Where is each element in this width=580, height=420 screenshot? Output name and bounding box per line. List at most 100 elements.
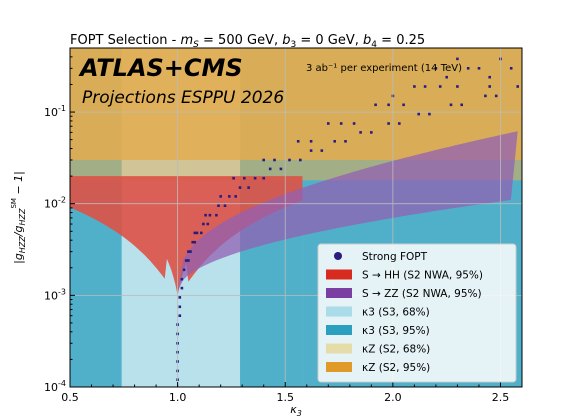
fopt-point-15 xyxy=(191,240,194,244)
y-tick-label-2: 10-2 xyxy=(44,196,66,211)
fopt-point-70 xyxy=(423,85,427,88)
fopt-point-23 xyxy=(268,167,272,171)
fopt-point-79 xyxy=(488,85,491,88)
fopt-point-48 xyxy=(398,122,401,125)
legend-label-0: Strong FOPT xyxy=(362,251,428,263)
fopt-point-10 xyxy=(180,286,184,290)
legend-swatch-2 xyxy=(326,288,352,298)
fopt-point-13 xyxy=(184,259,188,262)
y-tick-label-0: 10-4 xyxy=(44,379,66,394)
fopt-point-78 xyxy=(434,67,438,70)
x-tick-label-1: 1.0 xyxy=(169,391,187,404)
legend: Strong FOPT S → HH (S2 NWA, 95%) S → ZZ (S… xyxy=(317,243,517,383)
fopt-point-50 xyxy=(460,103,463,107)
legend-swatch-4 xyxy=(326,325,352,335)
legend-label-1: S → HH (S2 NWA, 95%) xyxy=(362,270,483,282)
fopt-point-36 xyxy=(200,231,203,235)
fopt-point-46 xyxy=(344,140,347,143)
y-tick-label-3: 10-1 xyxy=(44,104,66,119)
fopt-point-73 xyxy=(445,75,448,79)
legend-swatch-5 xyxy=(326,343,352,354)
fopt-point-55 xyxy=(243,176,246,180)
fopt-point-7 xyxy=(178,314,182,317)
legend-label-3: κ3 (S3, 68%) xyxy=(362,307,430,319)
fopt-point-11 xyxy=(180,277,184,281)
kappaZ-95-band xyxy=(70,48,522,160)
x-tick-label-3: 2.0 xyxy=(384,391,402,404)
fopt-point-38 xyxy=(215,213,218,217)
fopt-point-30 xyxy=(449,103,453,107)
fopt-point-34 xyxy=(189,250,192,253)
fopt-point-20 xyxy=(228,195,231,198)
x-tick-label-2: 1.5 xyxy=(276,391,294,404)
S-ZZ-exclusion-region xyxy=(177,131,518,292)
fopt-point-53 xyxy=(204,213,207,217)
fopt-point-32 xyxy=(516,85,519,88)
fopt-point-26 xyxy=(333,140,336,143)
fopt-point-60 xyxy=(456,85,459,88)
fopt-point-42 xyxy=(262,176,265,180)
fopt-point-52 xyxy=(193,231,197,235)
fopt-point-9 xyxy=(178,296,182,299)
legend-swatch-1 xyxy=(326,269,352,280)
legend-swatch-6 xyxy=(326,362,352,372)
y-tick-label-1: 10-3 xyxy=(44,287,66,302)
fopt-point-47 xyxy=(370,131,373,134)
fopt-point-61 xyxy=(232,176,235,180)
fopt-point-8 xyxy=(178,305,182,309)
fopt-point-17 xyxy=(202,222,205,226)
fopt-point-64 xyxy=(339,122,343,125)
fopt-point-65 xyxy=(387,103,390,107)
fopt-point-68 xyxy=(327,122,330,125)
fopt-point-22 xyxy=(253,176,257,180)
fopt-point-31 xyxy=(484,94,487,98)
fopt-point-51 xyxy=(494,94,498,98)
fopt-point-12 xyxy=(182,268,186,272)
fopt-point-56 xyxy=(273,158,276,162)
fopt-point-40 xyxy=(234,195,237,198)
fopt-point-80 xyxy=(456,57,459,61)
x-axis-label: κ3 xyxy=(290,403,302,418)
x-tick-label-4: 2.5 xyxy=(492,391,510,404)
fopt-point-77 xyxy=(509,67,513,70)
fopt-point-35 xyxy=(193,240,197,244)
fopt-point-58 xyxy=(352,122,356,125)
fopt-point-14 xyxy=(187,250,190,253)
fopt-point-54 xyxy=(219,195,222,198)
fopt-point-75 xyxy=(413,85,416,88)
fopt-point-41 xyxy=(247,186,250,189)
fopt-point-69 xyxy=(374,103,377,107)
fopt-point-57 xyxy=(309,140,313,143)
legend-label-5: κZ (S2, 68%) xyxy=(362,344,430,356)
fopt-point-45 xyxy=(320,149,324,152)
fopt-point-19 xyxy=(217,204,220,207)
legend-box xyxy=(317,243,517,383)
legend-swatch-3 xyxy=(326,306,352,317)
experiment-label: ATLAS+CMS xyxy=(78,54,243,82)
x-tick-label-0: 0.5 xyxy=(61,391,79,404)
legend-label-6: κZ (S2, 95%) xyxy=(362,362,430,374)
chart-title: FOPT Selection - mS = 500 GeV, b3 = 0 Ge… xyxy=(70,33,425,50)
fopt-point-71 xyxy=(477,67,481,70)
fopt-point-49 xyxy=(428,112,431,116)
fopt-point-43 xyxy=(279,167,283,171)
y-axis-label: |gHZZ/gHZZSM − 1| xyxy=(10,171,27,264)
fopt-point-29 xyxy=(417,112,420,116)
fopt-point-24 xyxy=(288,158,291,162)
fopt-point-33 xyxy=(187,259,190,262)
projection-subtitle: Projections ESPPU 2026 xyxy=(82,88,284,108)
fopt-point-44 xyxy=(299,158,302,162)
legend-label-2: S → ZZ (S2 NWA, 95%) xyxy=(362,288,482,300)
fopt-point-16 xyxy=(195,231,199,235)
S-HH-exclusion-region xyxy=(70,176,303,296)
fopt-point-67 xyxy=(488,75,491,79)
legend-label-4: κ3 (S3, 95%) xyxy=(362,325,430,337)
fopt-point-25 xyxy=(309,149,313,152)
luminosity-label: 3 ab⁻¹ per experiment (14 TeV) xyxy=(306,63,462,74)
fopt-point-37 xyxy=(206,222,210,226)
fopt-point-63 xyxy=(296,140,300,143)
fopt-point-62 xyxy=(262,158,265,162)
fopt-point-66 xyxy=(438,85,442,88)
